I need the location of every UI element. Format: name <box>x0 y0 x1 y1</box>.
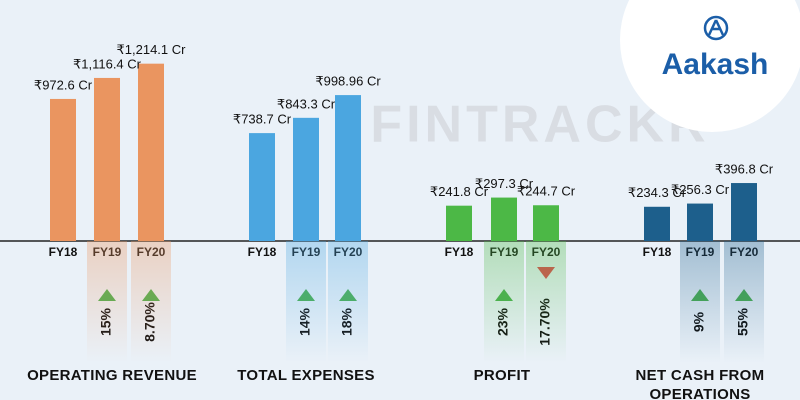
category-label: FY18 <box>49 245 78 259</box>
category-label: FY18 <box>445 245 474 259</box>
logo-badge <box>620 0 800 132</box>
change-column <box>131 241 171 363</box>
change-column <box>87 241 127 363</box>
bar <box>491 197 517 241</box>
bar <box>644 206 670 241</box>
change-column <box>724 241 764 363</box>
bar <box>335 95 361 241</box>
group-title: NET CASH FROM OPERATIONS <box>635 367 765 400</box>
value-label: ₹234.3 Cr <box>628 185 687 200</box>
logo-text: Aakash <box>662 48 769 81</box>
value-label: ₹241.8 Cr <box>430 184 489 199</box>
bar <box>731 183 757 241</box>
value-label: ₹244.7 Cr <box>517 184 576 199</box>
value-label: ₹998.96 Cr <box>315 74 381 89</box>
value-label: ₹972.6 Cr <box>34 77 93 92</box>
group-title: PROFIT <box>473 367 531 384</box>
value-label: ₹396.8 Cr <box>715 161 774 176</box>
bar <box>94 77 120 241</box>
bar <box>138 63 164 242</box>
bar <box>50 98 76 241</box>
value-label: ₹738.7 Cr <box>233 112 292 127</box>
change-column <box>328 241 368 363</box>
logo-icon-mark <box>707 19 725 36</box>
group-title: OPERATING REVENUE <box>27 367 197 384</box>
group-title: TOTAL EXPENSES <box>237 367 375 384</box>
bar <box>446 205 472 241</box>
bar <box>293 117 319 241</box>
bar <box>687 203 713 241</box>
value-label: ₹1,214.1 Cr <box>117 42 187 57</box>
bar <box>249 133 275 241</box>
change-column <box>484 241 524 363</box>
change-column <box>680 241 720 363</box>
value-label: ₹256.3 Cr <box>671 182 730 197</box>
change-column <box>526 241 566 363</box>
value-label: ₹843.3 Cr <box>277 96 336 111</box>
category-label: FY18 <box>643 245 672 259</box>
value-label: ₹297.3 Cr <box>475 176 534 191</box>
category-label: FY18 <box>248 245 277 259</box>
bar <box>533 205 559 241</box>
value-label: ₹1,116.4 Cr <box>73 56 142 71</box>
change-column <box>286 241 326 363</box>
logo-icon <box>703 15 729 41</box>
